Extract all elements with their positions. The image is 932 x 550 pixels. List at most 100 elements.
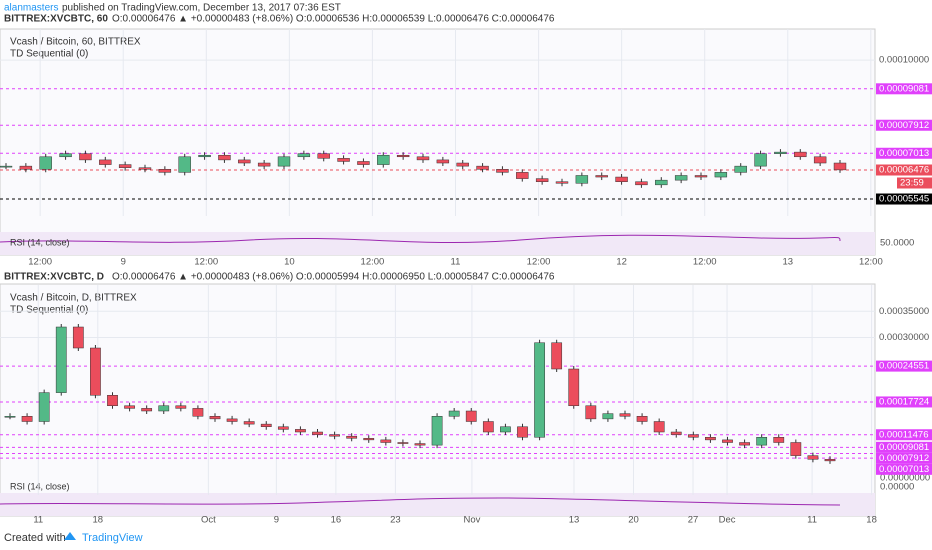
x-tick-label: 13	[569, 515, 580, 526]
candle	[90, 347, 101, 396]
candle	[602, 413, 614, 420]
author[interactable]: alanmasters	[4, 3, 58, 14]
x-tick-label: 12:00	[194, 257, 218, 268]
candle	[722, 439, 733, 443]
candle	[277, 156, 291, 167]
candle	[377, 154, 390, 165]
x-tick-label: 12:00	[361, 257, 385, 268]
candle	[833, 162, 847, 171]
x-tick-label: Dec	[719, 515, 736, 526]
x-tick-label: 13	[782, 257, 793, 268]
candle	[754, 153, 767, 167]
x-tick-label: Oct	[201, 515, 216, 526]
published: published on TradingView.com, December 1…	[62, 3, 341, 14]
candle	[734, 165, 747, 173]
x-tick-label: 9	[121, 257, 126, 268]
x-tick-label: 9	[274, 515, 279, 526]
candle	[124, 405, 135, 409]
logo	[64, 532, 76, 540]
candle	[456, 162, 469, 167]
candle	[72, 326, 84, 349]
y-tick-label: 0.00006476	[879, 165, 929, 176]
candle	[756, 437, 768, 446]
candle	[482, 421, 494, 433]
candle	[158, 169, 172, 173]
candle	[517, 426, 528, 438]
chart-title: Vcash / Bitcoin, D, BITTREX	[10, 293, 137, 304]
y-tick-label: 0.00007912	[879, 120, 929, 131]
x-tick-label: 11	[451, 257, 461, 268]
candle	[141, 408, 153, 412]
x-tick-label: 10	[284, 257, 295, 268]
candle	[790, 442, 802, 456]
x-tick-label: 12:00	[28, 257, 52, 268]
candle	[416, 156, 430, 161]
candle	[238, 159, 251, 164]
candle	[295, 429, 306, 433]
price-tag	[876, 429, 932, 441]
candle	[585, 405, 597, 420]
price-tag	[876, 463, 932, 475]
symbol: BITTREX:XVCBTC, 60	[4, 14, 108, 25]
candle	[218, 154, 231, 161]
candle	[38, 392, 50, 422]
candle	[636, 416, 648, 422]
price-tag	[876, 452, 932, 464]
price-tag	[876, 305, 932, 317]
candle	[346, 435, 358, 439]
y-tick-label: 0.00009081	[879, 442, 929, 453]
candle	[595, 175, 608, 178]
rsi-line	[0, 234, 841, 244]
candle	[337, 158, 350, 162]
candle	[21, 416, 33, 422]
rsi-line	[0, 497, 841, 506]
price-tag	[876, 193, 932, 205]
candle	[551, 342, 563, 370]
footer-brand[interactable]: TradingView	[82, 532, 143, 544]
y-tick-label: 0.00011476	[879, 429, 929, 440]
candle	[516, 172, 529, 179]
candle	[226, 418, 238, 422]
candle	[705, 437, 716, 441]
candle	[555, 181, 569, 184]
candle	[192, 408, 204, 417]
candle	[496, 169, 509, 173]
candle	[773, 437, 785, 443]
candle	[39, 156, 52, 170]
candle	[198, 154, 211, 158]
candle	[807, 455, 819, 460]
x-tick-label: 18	[93, 515, 104, 526]
candle	[568, 368, 580, 406]
candle	[465, 410, 477, 422]
candle	[260, 423, 272, 427]
x-tick-label: 12:00	[693, 257, 717, 268]
x-tick-label: 12:00	[527, 257, 551, 268]
candle	[59, 153, 72, 158]
x-tick-label: 23	[390, 515, 401, 526]
quote: O:0.00006476 ▲ +0.00000483 (+8.06%) O:0.…	[112, 14, 555, 25]
candle	[813, 156, 827, 164]
y-tick-label: 0.00009081	[879, 83, 929, 94]
x-tick-label: 27	[688, 515, 699, 526]
candle	[243, 421, 255, 425]
candle	[655, 179, 668, 186]
symbol: BITTREX:XVCBTC, D	[4, 272, 104, 283]
price-tag	[876, 332, 932, 343]
candle	[674, 175, 688, 181]
candle	[397, 442, 409, 444]
y-tick-label: 0.00035000	[879, 306, 929, 317]
candle	[178, 156, 191, 173]
candle	[297, 153, 311, 158]
candle	[670, 431, 682, 435]
price-tag	[876, 54, 932, 66]
indicator: TD Sequential (0)	[10, 305, 88, 316]
chart-title: Vcash / Bitcoin, 60, BITTREX	[10, 37, 141, 48]
y-tick-label: 0.00024551	[879, 361, 929, 372]
candle	[448, 410, 460, 417]
panel-1	[0, 28, 876, 256]
candle	[653, 421, 665, 433]
candle	[534, 342, 545, 438]
candle	[431, 416, 443, 446]
candle	[19, 165, 33, 170]
